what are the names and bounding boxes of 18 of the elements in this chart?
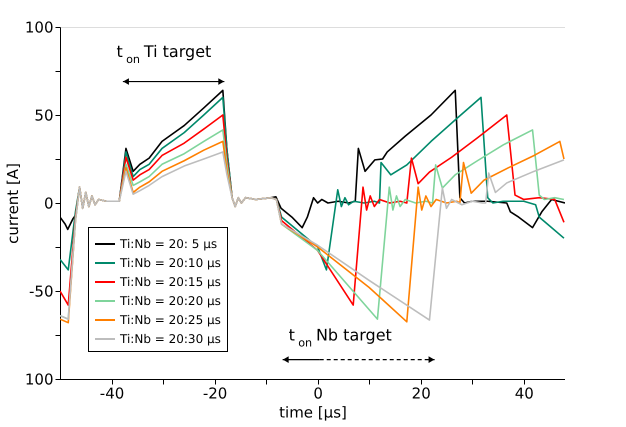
legend-label: Ti:Nb = 20:15 µs (119, 275, 221, 289)
legend-label: Ti:Nb = 20: 5 µs (119, 237, 218, 251)
x-tick-label: 20 (412, 384, 431, 402)
y-tick-label: 100 (24, 370, 54, 388)
x-axis-title: time [µs] (279, 404, 347, 422)
x-tick-label: -20 (202, 384, 228, 402)
y-tick-label: 100 (24, 18, 54, 36)
y-tick-label: -50 (29, 282, 54, 300)
y-tick-label: 0 (44, 194, 54, 212)
legend-label: Ti:Nb = 20:30 µs (119, 332, 221, 346)
legend-label: Ti:Nb = 20:25 µs (119, 313, 221, 327)
x-tick-label: 0 (313, 384, 323, 402)
legend-label: Ti:Nb = 20:20 µs (119, 294, 221, 308)
y-axis-title: current [A] (4, 163, 22, 244)
y-tick-label: 50 (34, 106, 54, 124)
x-tick-label: -40 (100, 384, 124, 402)
legend-label: Ti:Nb = 20:10 µs (119, 256, 221, 270)
x-tick-label: 40 (514, 384, 534, 402)
